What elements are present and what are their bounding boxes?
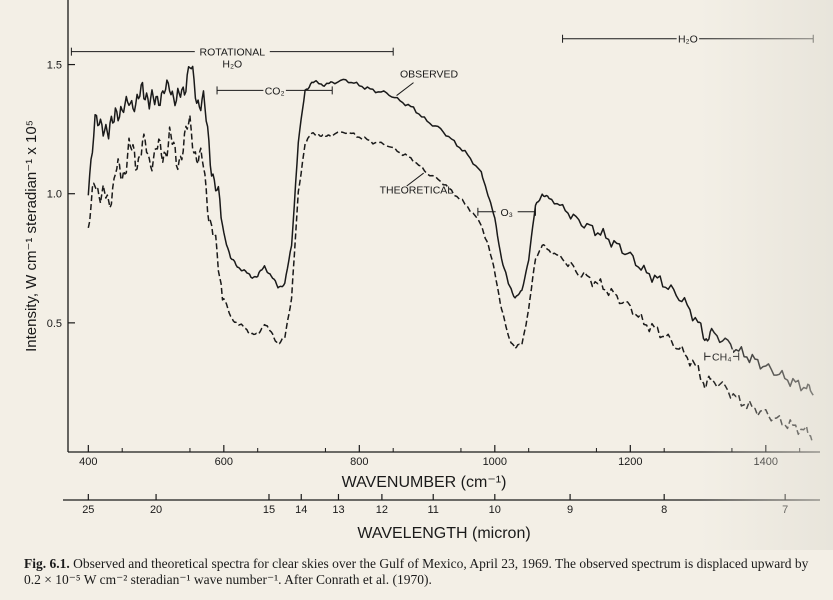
wavelength-tick-label: 15 [263, 504, 275, 516]
annotation-0-label-bg [194, 44, 270, 57]
axes: 0.5 1.0 1.5 Intensity, W cm⁻¹ steradian⁻¹ x… [23, 0, 820, 542]
wavelength-tick-label: 13 [332, 504, 344, 516]
wavelength-axis-label: WAVELENGTH (micron) [357, 525, 530, 542]
wavelength-tick-label: 10 [489, 504, 501, 516]
x-tick-label: 400 [79, 456, 97, 468]
x-axis-label: WAVENUMBER (cm⁻¹) [342, 474, 507, 491]
y-tick-label: 1.0 [47, 189, 62, 201]
wavelength-tick-label: 7 [782, 504, 788, 516]
wavelength-tick-label: 20 [150, 504, 162, 516]
y-tick-label: 0.5 [47, 318, 62, 330]
spectrum-chart: 0.5 1.0 1.5 Intensity, W cm⁻¹ steradian⁻¹ x… [23, 0, 820, 542]
wavelength-tick-label: 11 [428, 504, 439, 516]
wavelength-tick-label: 25 [82, 504, 94, 516]
wavelength-tick-label: 8 [661, 504, 667, 516]
wavelength-tick-label: 9 [567, 504, 573, 516]
series-label-observed: OBSERVED [400, 68, 459, 80]
caption-label: Fig. 6.1. [24, 556, 70, 571]
y-tick-label: 1.5 [47, 60, 62, 72]
wavelength-tick-label: 12 [376, 504, 388, 516]
x-tick-label: 1400 [754, 456, 778, 468]
annotation-0-label: ROTATIONAL [200, 47, 266, 59]
x-tick-label: 1200 [618, 456, 642, 468]
caption-text: Observed and theoretical spectra for cle… [24, 556, 809, 587]
theoretical-leader [406, 172, 424, 187]
annotation-1-label-bg [263, 83, 286, 96]
series-line-theoretical [87, 114, 814, 442]
annotation-1-label: CO₂ [265, 85, 285, 97]
annotation-2-label: O₃ [500, 207, 512, 219]
observed-leader [396, 82, 414, 96]
series-layer [87, 65, 814, 442]
annotation-3-label: H₂O [678, 34, 698, 46]
figure-caption: Fig. 6.1. Observed and theoretical spect… [24, 556, 824, 588]
x-tick-label: 800 [350, 456, 368, 468]
series-line-observed [87, 65, 814, 396]
annotation-layer: OBSERVEDTHEORETICALROTATIONALH₂OCO₂O₃H₂O… [70, 31, 814, 363]
annotation-4-label: CH₄ [712, 351, 731, 363]
wavelength-tick-label: 14 [295, 504, 307, 516]
x-tick-label: 1000 [483, 456, 507, 468]
y-axis-label: Intensity, W cm⁻¹ steradian⁻¹ x 10⁵ [23, 120, 40, 352]
annotation-3-label-bg [676, 31, 700, 44]
annotation-2-label-bg [495, 204, 518, 217]
series-label-theoretical: THEORETICAL [380, 185, 454, 197]
annotation-0-label-line2: H₂O [222, 59, 242, 71]
x-tick-label: 600 [215, 456, 233, 468]
